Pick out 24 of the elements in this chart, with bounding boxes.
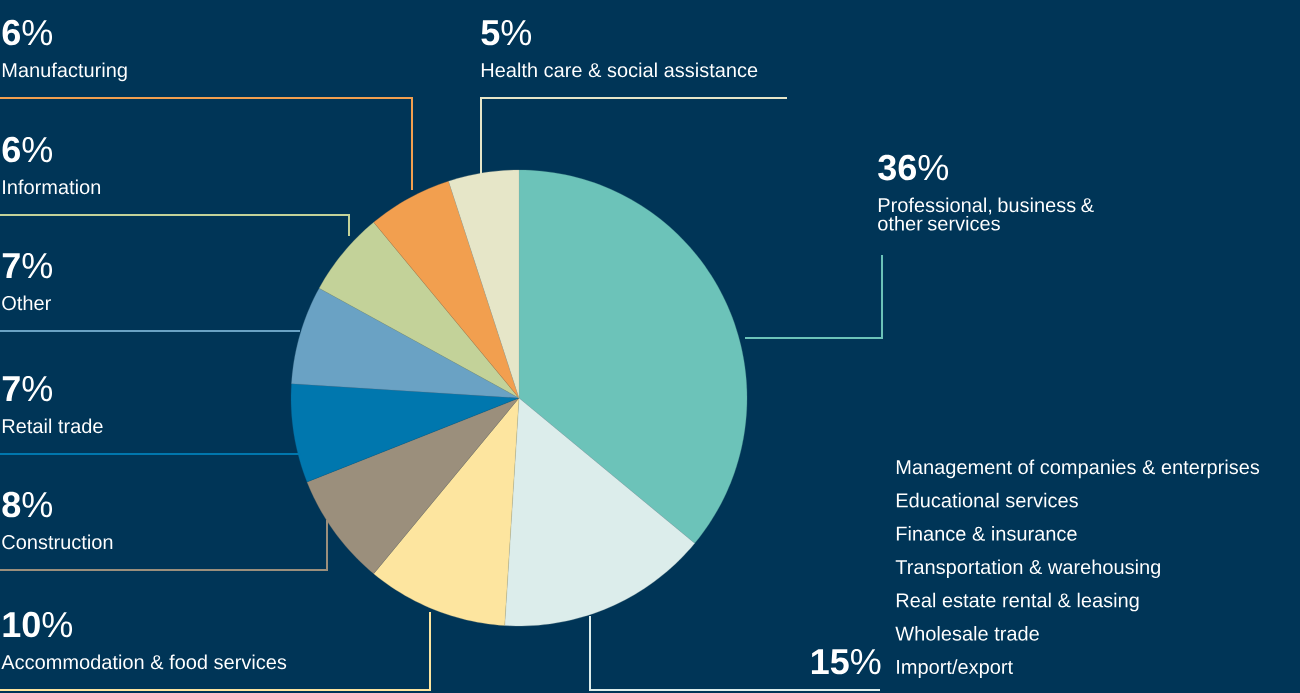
data-label: 15% (811, 649, 881, 675)
text: Real estate rental & leasing (896, 592, 1139, 612)
slice-label: Construction (2, 534, 113, 550)
text: Transportation & warehousing (895, 559, 1160, 579)
slice-label: Retail trade (2, 418, 103, 434)
data-label: 6% (2, 136, 53, 163)
text: Finance & insurance (896, 526, 1077, 541)
slice-label: Health care & social assistance (481, 62, 758, 78)
data-label: 36% (878, 154, 949, 181)
data-label: 8% (2, 491, 53, 518)
text: Educational services (896, 492, 1078, 508)
slice-label: Manufacturing (2, 62, 127, 82)
slice-label: Other (2, 295, 51, 311)
data-label: 7% (2, 253, 53, 279)
data-label: 6% (2, 19, 53, 46)
slice-label: Accommodation & food services (1, 654, 287, 670)
data-label: 5% (481, 20, 532, 46)
slice-label: Information (3, 179, 101, 195)
slice-label: Professional, business & other services (878, 197, 1094, 231)
text: Management of companies & enterprises (896, 459, 1260, 479)
data-label: 10% (3, 611, 73, 638)
text: Import/export (897, 659, 1013, 678)
text: Wholesale trade (895, 626, 1039, 641)
data-label: 7% (2, 376, 53, 402)
